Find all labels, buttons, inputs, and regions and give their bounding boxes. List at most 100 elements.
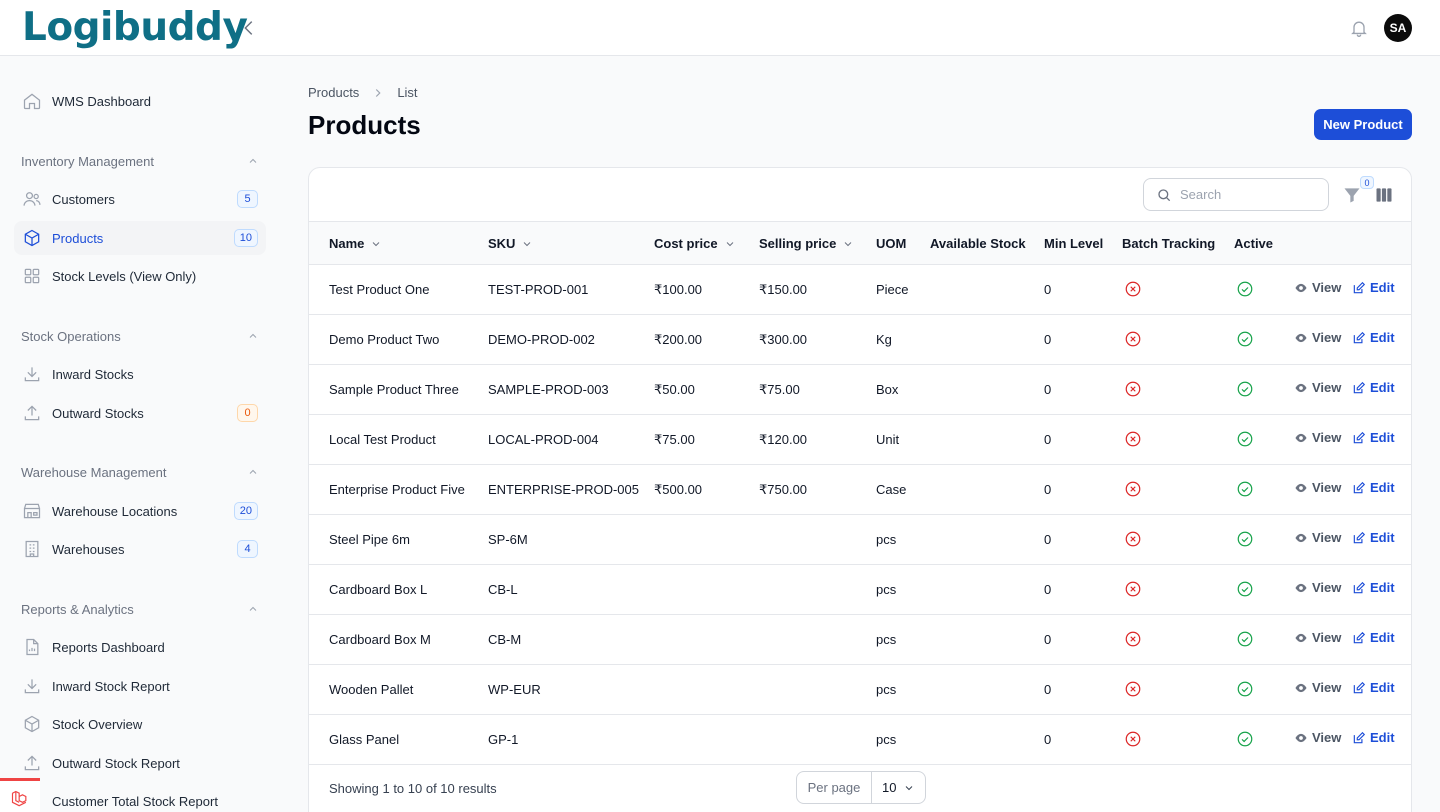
column-header-sku[interactable]: SKU [488, 236, 533, 251]
table-row[interactable]: Cardboard Box L CB-L pcs 0 View Edit [309, 565, 1411, 615]
cell-min-level: 0 [1044, 382, 1052, 397]
table-row[interactable]: Cardboard Box M CB-M pcs 0 View Edit [309, 615, 1411, 665]
view-button[interactable]: View [1294, 430, 1341, 445]
column-header-selling-price[interactable]: Selling price [759, 236, 854, 251]
cell-uom: Case [876, 482, 907, 497]
edit-button[interactable]: Edit [1352, 280, 1395, 295]
cell-min-level: 0 [1044, 332, 1052, 347]
edit-button[interactable]: Edit [1352, 680, 1395, 695]
bell-icon[interactable] [1349, 18, 1369, 38]
table-row[interactable]: Wooden Pallet WP-EUR pcs 0 View Edit [309, 665, 1411, 715]
table-row[interactable]: Local Test Product LOCAL-PROD-004 ₹75.00 ₹1… [309, 415, 1411, 465]
view-button[interactable]: View [1294, 580, 1341, 595]
debugbar-tab[interactable] [0, 778, 40, 812]
breadcrumb-parent[interactable]: Products [308, 85, 360, 100]
chevron-up-icon[interactable] [247, 155, 259, 167]
sidebar-item-stock-levels[interactable]: Stock Levels (View Only) [14, 259, 266, 293]
table-row[interactable]: Steel Pipe 6m SP-6M pcs 0 View Edit [309, 515, 1411, 565]
chevron-down-icon[interactable] [521, 238, 533, 250]
sidebar-item-outward-stocks[interactable]: Outward Stocks 0 [14, 396, 266, 430]
cell-name: Test Product One [329, 282, 430, 297]
edit-icon [1353, 631, 1366, 643]
search-box[interactable] [1143, 178, 1329, 211]
column-label: UOM [876, 236, 907, 251]
cell-sku: SP-6M [488, 532, 528, 547]
group-reports-analytics[interactable]: Reports & Analytics [21, 599, 259, 619]
column-header-cost-price[interactable]: Cost price [654, 236, 736, 251]
edit-button[interactable]: Edit [1352, 330, 1395, 345]
search-input[interactable] [1180, 187, 1320, 202]
chevron-down-icon[interactable] [724, 238, 736, 250]
upload-icon [24, 755, 40, 771]
group-inventory-management[interactable]: Inventory Management [21, 151, 259, 171]
check-circle-icon [1236, 630, 1254, 648]
per-page-value[interactable]: 10 [872, 780, 925, 795]
sidebar-item-wms-dashboard[interactable]: WMS Dashboard [14, 84, 266, 118]
sidebar-item-reports-dashboard[interactable]: Reports Dashboard [14, 630, 266, 664]
edit-button[interactable]: Edit [1352, 730, 1395, 745]
edit-button[interactable]: Edit [1352, 480, 1395, 495]
view-button[interactable]: View [1294, 380, 1341, 395]
edit-button[interactable]: Edit [1352, 530, 1395, 545]
group-stock-operations[interactable]: Stock Operations [21, 326, 259, 346]
view-button[interactable]: View [1294, 630, 1341, 645]
per-page-value-text: 10 [882, 780, 897, 795]
sidebar-item-customer-total-stock-report[interactable]: Customer Total Stock Report [14, 784, 266, 812]
table-row[interactable]: Glass Panel GP-1 pcs 0 View Edit [309, 715, 1411, 765]
columns-icon[interactable] [1374, 185, 1394, 205]
sidebar-item-products[interactable]: Products 10 [14, 221, 266, 255]
view-button[interactable]: View [1294, 530, 1341, 545]
breadcrumb: Products List [308, 85, 418, 100]
edit-button[interactable]: Edit [1352, 580, 1395, 595]
x-circle-icon [1124, 630, 1142, 648]
sidebar-item-label: Warehouses [52, 541, 125, 557]
chevron-up-icon[interactable] [247, 466, 259, 478]
user-avatar[interactable]: SA [1384, 14, 1412, 42]
column-header-min-level: Min Level [1044, 236, 1103, 251]
edit-button[interactable]: Edit [1352, 430, 1395, 445]
cell-sku: ENTERPRISE-PROD-005 [488, 482, 639, 497]
sidebar-item-inward-stock-report[interactable]: Inward Stock Report [14, 669, 266, 703]
chevron-down-icon [905, 785, 913, 790]
group-warehouse-management[interactable]: Warehouse Management [21, 462, 259, 482]
collapse-sidebar-icon[interactable] [238, 17, 260, 39]
chevron-down-icon[interactable] [370, 238, 382, 250]
sidebar-item-inward-stocks[interactable]: Inward Stocks [14, 357, 266, 391]
table-row[interactable]: Test Product One TEST-PROD-001 ₹100.00 ₹150… [309, 265, 1411, 315]
table-row[interactable]: Sample Product Three SAMPLE-PROD-003 ₹50.0… [309, 365, 1411, 415]
table-row[interactable]: Demo Product Two DEMO-PROD-002 ₹200.00 ₹300… [309, 315, 1411, 365]
check-circle-icon [1236, 580, 1254, 598]
cell-cost-price: ₹100.00 [654, 282, 703, 297]
count-badge: 10 [233, 229, 258, 247]
sidebar-item-outward-stock-report[interactable]: Outward Stock Report [14, 746, 266, 780]
edit-button[interactable]: Edit [1352, 630, 1395, 645]
filter-icon[interactable] [1342, 185, 1362, 205]
chevron-up-icon[interactable] [247, 330, 259, 342]
edit-label: Edit [1370, 480, 1395, 495]
sidebar-item-warehouse-locations[interactable]: Warehouse Locations 20 [14, 494, 266, 528]
logo[interactable]: Logibuddy [22, 5, 248, 50]
view-button[interactable]: View [1294, 730, 1341, 745]
chevron-up-icon[interactable] [247, 603, 259, 615]
per-page-select[interactable]: Per page 10 [796, 771, 926, 804]
view-label: View [1312, 630, 1342, 645]
sidebar-item-stock-overview[interactable]: Stock Overview [14, 707, 266, 741]
edit-label: Edit [1370, 530, 1395, 545]
eye-icon [1295, 383, 1307, 392]
sidebar-item-warehouses[interactable]: Warehouses 4 [14, 532, 266, 566]
edit-button[interactable]: Edit [1352, 380, 1395, 395]
cell-name: Demo Product Two [329, 332, 440, 347]
view-button[interactable]: View [1294, 280, 1341, 295]
cell-sku: CB-M [488, 632, 522, 647]
new-product-button[interactable]: New Product [1314, 109, 1412, 140]
column-header-name[interactable]: Name [329, 236, 382, 251]
cell-name: Cardboard Box L [329, 582, 428, 597]
cell-uom: Kg [876, 332, 892, 347]
cell-uom: pcs [876, 532, 897, 547]
view-button[interactable]: View [1294, 480, 1341, 495]
view-button[interactable]: View [1294, 680, 1341, 695]
sidebar-item-customers[interactable]: Customers 5 [14, 182, 266, 216]
view-button[interactable]: View [1294, 330, 1341, 345]
chevron-down-icon[interactable] [842, 238, 854, 250]
table-row[interactable]: Enterprise Product Five ENTERPRISE-PROD-0… [309, 465, 1411, 515]
